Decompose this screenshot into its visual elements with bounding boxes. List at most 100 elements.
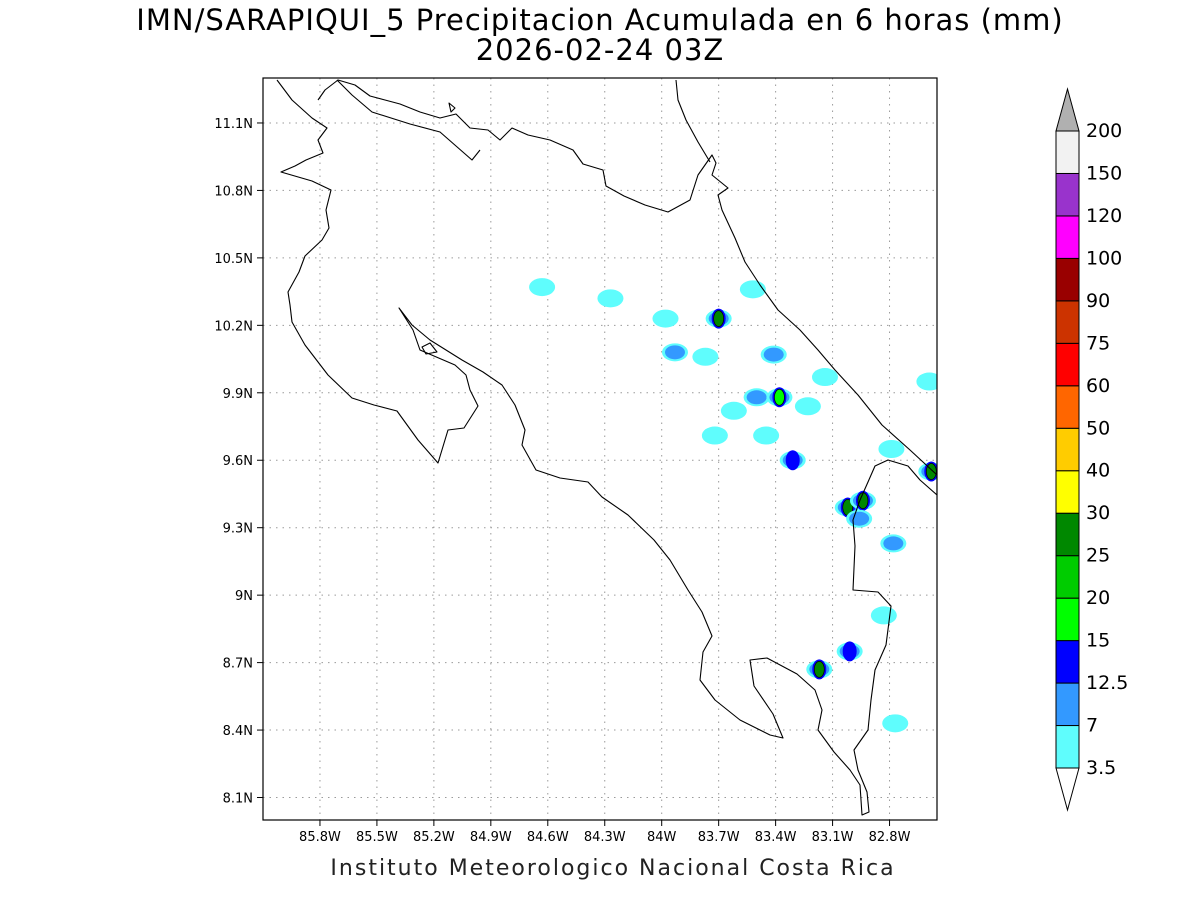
colorbar-level-label: 50 [1086, 417, 1110, 439]
lon-tick-label: 85.5W [356, 830, 398, 845]
precip-cell-mid [763, 347, 784, 362]
lat-tick-label: 8.4N [223, 724, 253, 739]
lon-tick-label: 82.8W [869, 830, 911, 845]
precip-cell-mid [746, 390, 767, 405]
colorbar-swatch [1055, 427, 1080, 472]
precip-cell-outer [529, 278, 556, 297]
lon-tick-label: 84.9W [470, 830, 512, 845]
precip-cell [882, 714, 909, 733]
map-subtitle-datetime: 2026-02-24 03Z [475, 33, 725, 67]
lon-tick-label: 83.4W [755, 830, 797, 845]
lat-tick-label: 9N [235, 589, 253, 604]
precip-cell [739, 280, 766, 299]
colorbar-swatch [1055, 385, 1080, 429]
lat-tick-label: 10.5N [214, 252, 253, 267]
precip-cell-core [785, 450, 800, 471]
colorbar-level-label: 12.5 [1086, 672, 1128, 694]
lon-tick-label: 84W [647, 830, 677, 845]
precip-cell [846, 509, 873, 528]
colorbar-level-label: 20 [1086, 587, 1110, 609]
lat-tick-label: 11.1N [214, 117, 253, 132]
colorbar-level-label: 120 [1086, 205, 1122, 227]
lon-tick-label: 84.6W [527, 830, 569, 845]
precip-cell [880, 534, 907, 553]
precip-cell [878, 440, 905, 458]
precip-cell-outer [870, 606, 897, 625]
colorbar-level-label: 60 [1086, 375, 1110, 397]
precip-cell-outer [811, 368, 838, 387]
colorbar-swatch [1055, 470, 1080, 514]
precip-cell [597, 289, 624, 308]
colorbar-level-label: 200 [1086, 120, 1122, 142]
precip-cell-peak [713, 310, 725, 327]
precip-cell-mid [849, 511, 870, 526]
precip-cell-outer [652, 309, 679, 328]
colorbar-swatch [1055, 512, 1080, 557]
precip-cell-outer [753, 426, 780, 445]
lon-tick-label: 83.1W [812, 830, 854, 845]
colorbar-swatch [1055, 597, 1080, 642]
precip-cell [720, 401, 747, 420]
precip-cell [529, 278, 556, 297]
precip-cell [692, 347, 719, 366]
precip-cell [701, 426, 728, 445]
precip-cell-outer [701, 426, 728, 445]
precip-cell [849, 490, 876, 511]
precip-cell [836, 641, 863, 662]
nicaragua-coast [675, 79, 711, 163]
precip-cell [918, 461, 937, 482]
map-title: IMN/SARAPIQUI_5 Precipitacion Acumulada … [136, 3, 1064, 37]
colorbar-swatch [1055, 215, 1080, 259]
colorbar-level-label: 150 [1086, 162, 1122, 184]
lat-tick-label: 10.8N [214, 184, 253, 199]
precip-cell [661, 343, 688, 362]
precip-cell-outer [739, 280, 766, 299]
precip-cell [652, 309, 679, 328]
lon-tick-label: 83.7W [698, 830, 740, 845]
colorbar-legend: 3.5 7 12.5 15 20 25 30 40 50 60 75 90 100 120 150 200 [1055, 87, 1128, 812]
precip-cell-outer [597, 289, 624, 308]
colorbar-swatch [1055, 172, 1080, 217]
precip-cell [766, 387, 793, 408]
precip-cell [806, 659, 833, 680]
axis-ticks: 85.8W 85.5W 85.2W 84.9W 84.6W 84.3W 84W 83.7W 83… [214, 117, 910, 845]
precip-cell [753, 426, 780, 445]
gridlines [263, 78, 937, 820]
island-outline [448, 102, 456, 113]
colorbar-swatch [1055, 300, 1080, 344]
precip-cell [794, 397, 821, 416]
lon-tick-label: 85.2W [413, 830, 455, 845]
precip-cell-outer [794, 397, 821, 416]
colorbar-swatch [1055, 130, 1080, 174]
precip-cell-outer [720, 401, 747, 420]
precip-cell-outer [692, 347, 719, 366]
precip-cell-peak [774, 388, 785, 406]
colorbar-swatch [1055, 257, 1080, 302]
precip-cell [760, 345, 787, 364]
caribbean-coastline-and-northern-border [317, 79, 937, 547]
precip-cell [743, 388, 770, 407]
colorbar-swatch [1055, 682, 1080, 727]
coastlines [276, 79, 937, 816]
colorbar-level-label: 40 [1086, 460, 1110, 482]
precip-cell-peak [813, 661, 825, 678]
pacific-coastline [276, 79, 892, 816]
lat-tick-label: 9.6N [223, 454, 253, 469]
colorbar-level-label: 100 [1086, 247, 1122, 269]
colorbar-min-arrow [1055, 767, 1080, 812]
precip-cell [870, 606, 897, 625]
colorbar-level-label: 90 [1086, 290, 1110, 312]
colorbar-level-label: 25 [1086, 545, 1110, 567]
footer-credit: Instituto Meteorologico Nacional Costa R… [330, 856, 896, 881]
precip-cell [705, 308, 732, 329]
lon-tick-label: 85.8W [299, 830, 341, 845]
precip-cell-core [842, 641, 857, 662]
colorbar-swatch [1055, 555, 1080, 599]
lake-nicaragua-shore [336, 79, 481, 161]
colorbar-level-label: 30 [1086, 502, 1110, 524]
lat-tick-label: 10.2N [214, 319, 253, 334]
colorbar-level-label: 7 [1086, 715, 1098, 737]
colorbar-swatch [1055, 725, 1080, 769]
precip-cell-outer [916, 372, 937, 391]
